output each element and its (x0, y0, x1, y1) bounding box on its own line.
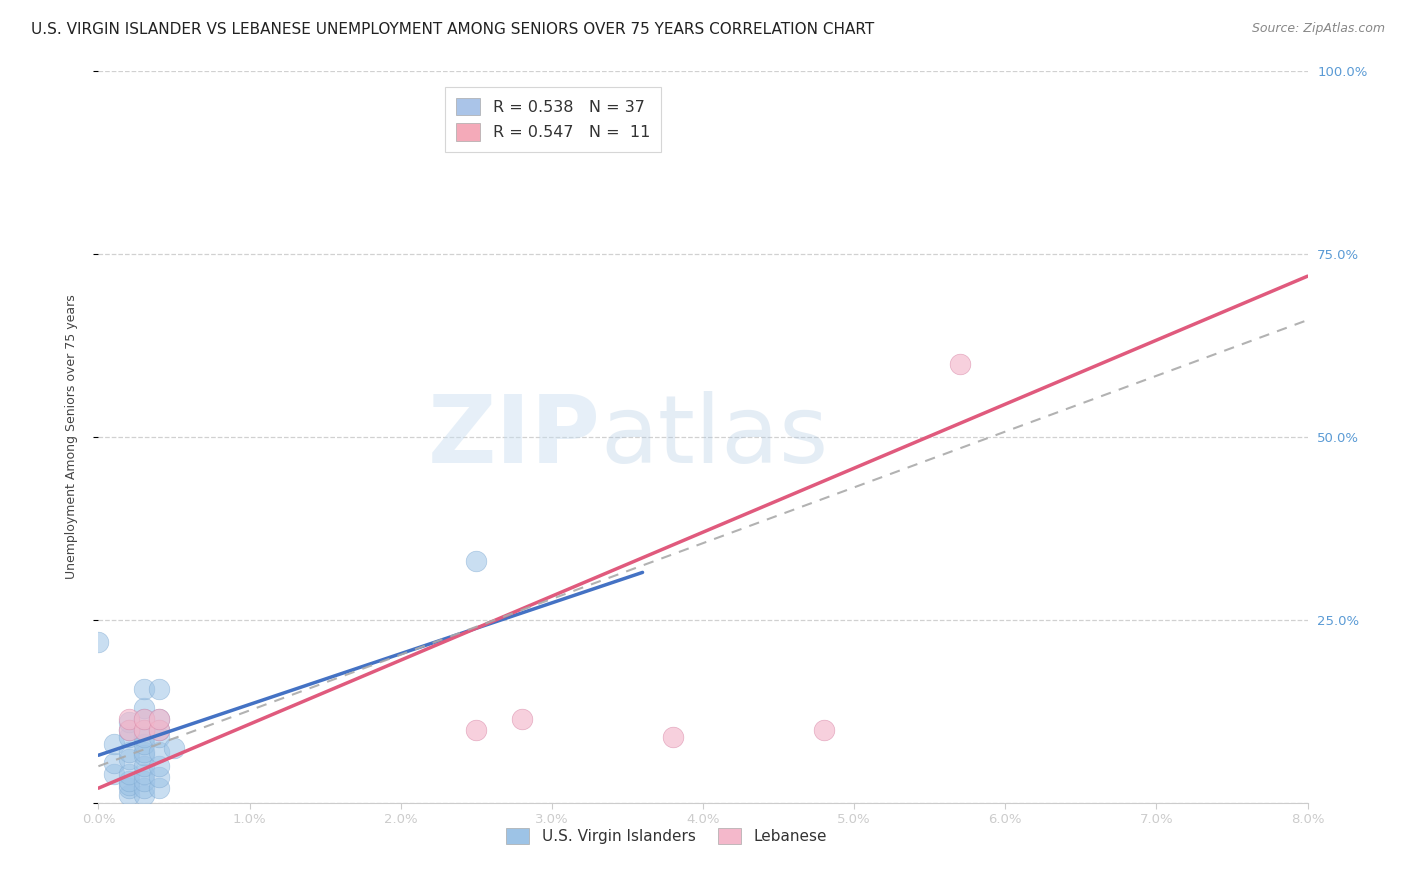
Point (118, 723, 141, 737)
Point (132, 730, 155, 744)
Point (118, 781, 141, 796)
Point (148, 682, 170, 697)
Point (813, 723, 835, 737)
Point (132, 682, 155, 697)
Point (148, 759, 170, 773)
Point (132, 789, 155, 803)
Point (661, 730, 683, 744)
Legend: U.S. Virgin Islanders, Lebanese: U.S. Virgin Islanders, Lebanese (501, 822, 834, 850)
Text: ZIP: ZIP (427, 391, 600, 483)
Point (103, 766, 125, 780)
Point (132, 723, 155, 737)
Point (118, 745, 141, 759)
Text: atlas: atlas (600, 391, 828, 483)
Point (118, 773, 141, 788)
Point (103, 756, 125, 770)
Point (148, 712, 170, 726)
Point (132, 712, 155, 726)
Point (132, 723, 155, 737)
Point (132, 712, 155, 726)
Point (132, 773, 155, 788)
Point (118, 778, 141, 792)
Point (465, 723, 488, 737)
Point (118, 715, 141, 730)
Point (132, 766, 155, 780)
Point (118, 766, 141, 780)
Point (132, 745, 155, 759)
Point (87, 635, 110, 649)
Point (148, 712, 170, 726)
Point (132, 759, 155, 773)
Point (132, 748, 155, 763)
Point (148, 723, 170, 737)
Text: Source: ZipAtlas.com: Source: ZipAtlas.com (1251, 22, 1385, 36)
Point (118, 789, 141, 803)
Point (118, 752, 141, 766)
Point (949, 357, 972, 371)
Point (465, 554, 488, 568)
Point (118, 730, 141, 744)
Point (163, 740, 186, 755)
Point (118, 723, 141, 737)
Point (510, 712, 533, 726)
Point (148, 723, 170, 737)
Point (148, 781, 170, 796)
Point (132, 781, 155, 796)
Point (132, 737, 155, 751)
Y-axis label: Unemployment Among Seniors over 75 years: Unemployment Among Seniors over 75 years (65, 294, 77, 580)
Point (132, 700, 155, 714)
Point (148, 745, 170, 759)
Point (148, 770, 170, 784)
Point (148, 730, 170, 744)
Point (103, 737, 125, 751)
Point (118, 712, 141, 726)
Text: U.S. VIRGIN ISLANDER VS LEBANESE UNEMPLOYMENT AMONG SENIORS OVER 75 YEARS CORREL: U.S. VIRGIN ISLANDER VS LEBANESE UNEMPLO… (31, 22, 875, 37)
